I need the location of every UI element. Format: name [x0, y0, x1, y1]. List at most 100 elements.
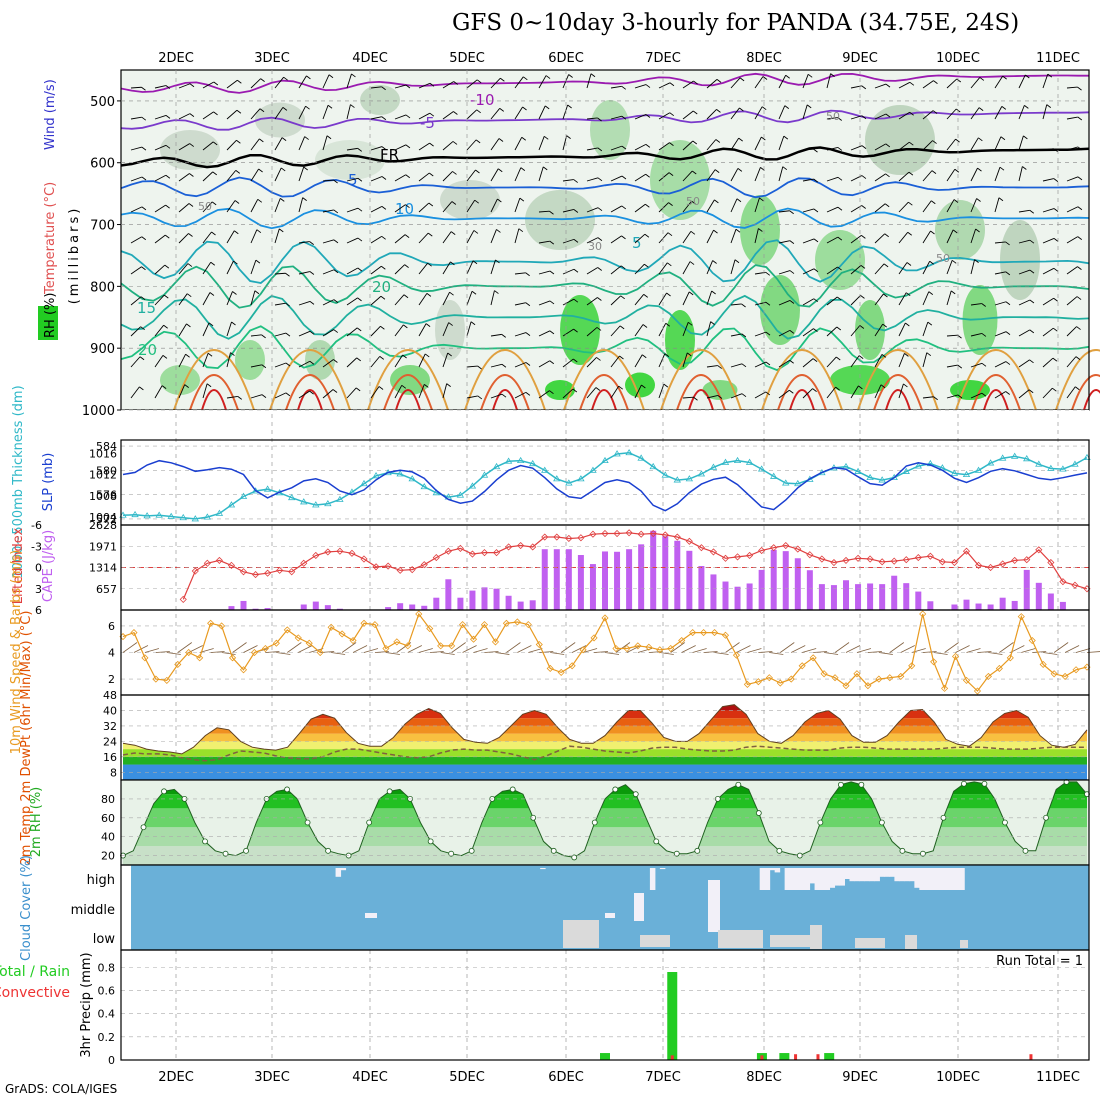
- wind-barb: [922, 170, 933, 182]
- li-line: [182, 532, 1088, 600]
- wind-barb: [706, 260, 714, 275]
- cape-bar: [999, 597, 1006, 610]
- legend-rh: RH (%): [43, 293, 58, 338]
- wind-barb-flag: [187, 263, 193, 267]
- wind-barb-flag: [501, 363, 507, 368]
- wind-barb: [1018, 329, 1031, 337]
- precip-convective-bar: [816, 1054, 820, 1060]
- rh-shading-patch: [830, 365, 890, 395]
- wind-speed-point: [513, 618, 521, 626]
- wind-barb-flag: [357, 297, 362, 302]
- top-x-tick-label: 6DEC: [548, 51, 584, 66]
- thickness-point: [396, 470, 404, 477]
- wind-barb: [834, 642, 850, 653]
- cape-bar: [445, 579, 452, 610]
- cape-bar: [589, 564, 596, 610]
- wind-barb: [466, 109, 478, 120]
- wind-speed-point: [908, 662, 916, 670]
- wind-barb: [946, 394, 959, 399]
- high-cloud-bar: [829, 868, 836, 888]
- wind-barb-flag: [1046, 104, 1052, 109]
- wind-barb-flag: [906, 262, 912, 266]
- rh-point: [468, 847, 475, 854]
- wind-barb-flag: [1023, 135, 1028, 140]
- thickness-tick: 584: [96, 440, 117, 453]
- wind-barb: [226, 200, 236, 213]
- wind-barb-flag: [789, 359, 794, 364]
- warm-isotherm: [173, 349, 255, 411]
- wind-barb: [634, 114, 647, 120]
- wind-barb: [287, 642, 302, 653]
- wind-barb: [682, 261, 691, 275]
- wind-barb: [826, 73, 832, 89]
- wind-barb: [582, 648, 598, 653]
- li-point: [914, 554, 922, 562]
- bottom-x-tick-label: 3DEC: [254, 1070, 290, 1085]
- wind-barb: [586, 207, 599, 213]
- wind-barb: [706, 169, 716, 182]
- temp-color-band: [123, 749, 1087, 757]
- rh-tick: 40: [101, 831, 115, 844]
- wind-barb-flag: [783, 135, 789, 140]
- wind-barb: [394, 174, 406, 182]
- wind-speed-point: [645, 643, 653, 651]
- wind-barb-flag: [885, 143, 891, 148]
- precip-tick: 0: [108, 1054, 115, 1067]
- wind-barb-flag: [261, 334, 266, 339]
- wind-barb: [130, 146, 143, 151]
- li-point: [854, 554, 862, 562]
- wind-barb: [826, 356, 837, 368]
- wind-barb: [298, 166, 305, 182]
- li-point: [974, 561, 983, 569]
- wind-barb-flag: [141, 146, 147, 151]
- wind-barb-flag: [165, 174, 171, 179]
- wind-barb-flag: [333, 239, 339, 244]
- wind-barb: [514, 332, 527, 337]
- wind-barb: [658, 142, 670, 151]
- wind-barb-flag: [664, 353, 670, 358]
- wind-barb-flag: [860, 295, 865, 299]
- cape-bar: [710, 574, 717, 610]
- wind-barb-flag: [807, 73, 813, 78]
- thickness-point: [962, 470, 971, 478]
- rh-point: [202, 838, 208, 845]
- cape-bar: [915, 591, 922, 610]
- wind-barb: [659, 652, 674, 655]
- rh-point: [755, 810, 762, 816]
- wind-barb-flag: [162, 355, 168, 359]
- wind-barb: [346, 104, 351, 120]
- wind-barb: [867, 651, 882, 653]
- thickness-point: [902, 467, 910, 474]
- rh-point: [899, 847, 906, 854]
- rh-shading-patch: [160, 365, 200, 395]
- wind-barb: [202, 292, 211, 306]
- wind-barb-flag: [1077, 86, 1082, 91]
- wind-barb-flag: [1002, 75, 1007, 80]
- wind-barb: [706, 395, 719, 399]
- wind-barb-flag: [449, 291, 454, 296]
- wind-barb-flag: [861, 235, 866, 239]
- rh-shading-patch: [440, 180, 500, 220]
- wind-barb: [610, 145, 623, 151]
- wind-barb-flag: [1075, 356, 1081, 361]
- wind-barb: [946, 138, 956, 151]
- wind-barb: [1042, 178, 1054, 182]
- thickness-point: [456, 491, 465, 498]
- wind-barb: [274, 392, 287, 399]
- wind-barb: [682, 396, 694, 399]
- wind-barb-flag: [861, 115, 867, 120]
- high-cloud-bar: [804, 868, 811, 890]
- wind-barb: [826, 146, 839, 151]
- rh-point: [448, 850, 455, 857]
- wind-barb-flag: [979, 77, 985, 81]
- y-tick-label: 1000: [82, 404, 115, 419]
- wind-barb: [634, 173, 646, 182]
- wind-barb: [970, 198, 977, 213]
- wind-speed-point: [437, 642, 445, 650]
- isotherm-label: 10: [395, 200, 414, 218]
- top-x-tick-label: 8DEC: [746, 51, 782, 66]
- cape-bar: [1059, 601, 1066, 610]
- li-point: [902, 556, 910, 564]
- wind-barb: [922, 321, 929, 337]
- wind-barb-flag: [573, 328, 578, 333]
